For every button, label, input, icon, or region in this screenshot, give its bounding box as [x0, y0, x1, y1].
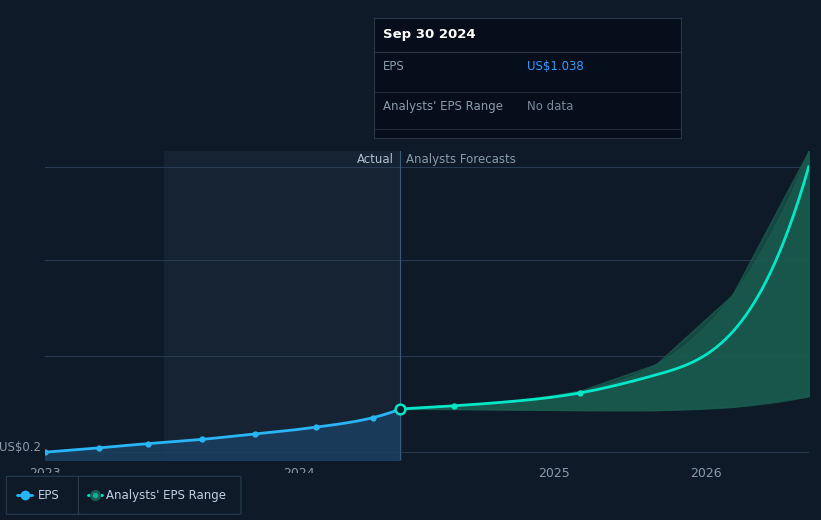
Text: EPS: EPS — [38, 489, 59, 502]
Text: Analysts' EPS Range: Analysts' EPS Range — [106, 489, 226, 502]
FancyBboxPatch shape — [79, 476, 241, 514]
Text: Analysts' EPS Range: Analysts' EPS Range — [383, 99, 502, 112]
Text: Actual: Actual — [357, 153, 394, 166]
Bar — [163, 151, 400, 460]
FancyBboxPatch shape — [7, 476, 80, 514]
Text: Sep 30 2024: Sep 30 2024 — [383, 28, 475, 41]
Text: US$0.2: US$0.2 — [0, 441, 41, 454]
Text: US$1.038: US$1.038 — [528, 60, 585, 73]
Text: EPS: EPS — [383, 60, 405, 73]
Text: Analysts Forecasts: Analysts Forecasts — [406, 153, 516, 166]
Text: No data: No data — [528, 99, 574, 112]
